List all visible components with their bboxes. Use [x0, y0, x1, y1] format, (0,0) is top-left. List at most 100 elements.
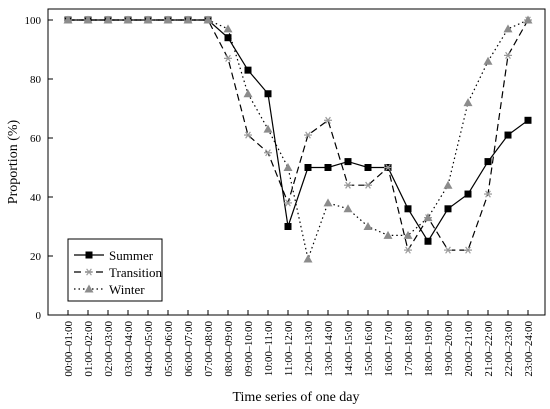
data-point-summer	[484, 158, 492, 166]
data-point-transition	[464, 246, 472, 254]
x-tick-label: 03:00–04:00	[123, 321, 135, 377]
data-point-transition	[404, 246, 412, 254]
y-tick-label: 40	[30, 192, 42, 204]
data-point-winter	[103, 15, 113, 24]
data-point-winter	[483, 56, 493, 65]
data-point-summer	[404, 205, 412, 213]
legend-label-summer: Summer	[109, 248, 154, 263]
legend-entry-winter: Winter	[74, 282, 145, 297]
data-point-summer	[304, 164, 312, 171]
data-point-winter	[363, 222, 373, 230]
legend-entry-summer: Summer	[74, 248, 154, 263]
data-point-winter	[223, 24, 233, 33]
data-point-transition	[344, 181, 352, 189]
legend-marker-transition	[85, 268, 93, 276]
data-point-winter	[523, 15, 533, 24]
data-point-transition	[484, 190, 492, 198]
data-point-transition	[324, 116, 332, 124]
data-point-winter	[423, 213, 433, 222]
x-tick-label: 21:00–22:00	[483, 321, 495, 377]
series-winter	[63, 15, 533, 263]
data-point-winter	[383, 230, 393, 239]
y-axis-title: Proportion (%)	[6, 119, 21, 204]
series-line-summer	[68, 19, 529, 243]
data-point-summer	[224, 34, 232, 42]
data-point-summer	[344, 158, 352, 166]
data-point-transition	[444, 246, 452, 254]
legend-marker-winter	[84, 284, 94, 293]
x-tick-label: 12:00–13:00	[303, 321, 315, 377]
y-tick-label: 80	[30, 74, 42, 86]
x-tick-label: 20:00–21:00	[463, 321, 475, 377]
x-tick-label: 11:00–12:00	[283, 321, 295, 377]
x-tick-label: 15:00–16:00	[363, 321, 375, 377]
data-point-winter	[203, 15, 213, 24]
data-point-winter	[463, 98, 473, 107]
x-tick-label: 19:00–20:00	[443, 321, 455, 377]
legend-marker-summer	[85, 251, 93, 259]
data-point-summer	[444, 205, 452, 213]
data-point-transition	[224, 54, 232, 62]
data-point-transition	[364, 181, 372, 189]
data-point-summer	[284, 223, 292, 230]
series-line-winter	[68, 19, 529, 262]
data-point-transition	[384, 163, 392, 172]
data-point-summer	[244, 66, 252, 74]
y-tick-label: 0	[36, 310, 42, 322]
data-point-winter	[283, 163, 293, 171]
data-point-winter	[63, 15, 73, 24]
data-point-winter	[403, 230, 413, 239]
data-point-transition	[244, 131, 252, 139]
data-point-winter	[83, 15, 93, 24]
x-tick-label: 16:00–17:00	[383, 321, 395, 377]
x-tick-label: 23:00–24:00	[523, 321, 535, 377]
y-tick-label: 20	[30, 251, 42, 263]
data-point-winter	[263, 124, 273, 133]
x-tick-label: 02:00–03:00	[103, 321, 115, 377]
data-point-winter	[303, 254, 313, 263]
series-layer	[63, 15, 533, 263]
x-tick-label: 22:00–23:00	[503, 321, 515, 377]
legend-entry-transition: Transition	[74, 265, 162, 280]
data-point-summer	[264, 90, 272, 98]
legend-label-transition: Transition	[109, 265, 162, 280]
x-axis: 00:00–01:00 01:00–02:00 02:00–03:00 03:00–0…	[63, 310, 535, 377]
x-axis-title: Time series of one day	[232, 390, 359, 405]
data-point-summer	[504, 131, 512, 139]
data-point-winter	[443, 180, 453, 189]
data-point-winter	[163, 15, 173, 24]
x-tick-label: 08:00–09:00	[223, 321, 235, 377]
data-point-summer	[464, 190, 472, 198]
x-tick-label: 00:00–01:00	[63, 321, 75, 377]
data-point-transition	[504, 51, 512, 59]
data-point-summer	[324, 164, 332, 171]
data-point-transition	[304, 131, 312, 139]
data-point-transition	[284, 199, 292, 207]
x-tick-label: 18:00–19:00	[423, 321, 435, 377]
data-point-summer	[424, 237, 432, 245]
legend-box	[67, 238, 163, 302]
x-tick-label: 13:00–14:00	[323, 321, 335, 377]
x-tick-label: 05:00–06:00	[163, 321, 175, 377]
data-point-winter	[243, 89, 253, 98]
data-point-transition	[264, 149, 272, 157]
data-point-summer	[364, 164, 372, 171]
plot-frame	[47, 8, 546, 316]
x-tick-label: 17:00–18:00	[403, 321, 415, 377]
series-transition	[64, 16, 532, 254]
data-point-winter	[123, 15, 133, 24]
data-point-summer	[524, 116, 532, 124]
data-point-winter	[183, 15, 193, 24]
x-tick-label: 10:00–11:00	[263, 321, 275, 377]
x-tick-label: 04:00–05:00	[143, 321, 155, 377]
x-tick-label: 06:00–07:00	[183, 321, 195, 377]
y-tick-label: 100	[25, 15, 42, 27]
data-point-winter	[143, 15, 153, 24]
data-point-winter	[503, 24, 513, 33]
y-tick-label: 60	[30, 133, 42, 145]
x-tick-label: 07:00–08:00	[203, 321, 215, 377]
x-tick-label: 09:00–10:00	[243, 321, 255, 377]
series-summer	[64, 16, 532, 245]
data-point-winter	[323, 198, 333, 207]
